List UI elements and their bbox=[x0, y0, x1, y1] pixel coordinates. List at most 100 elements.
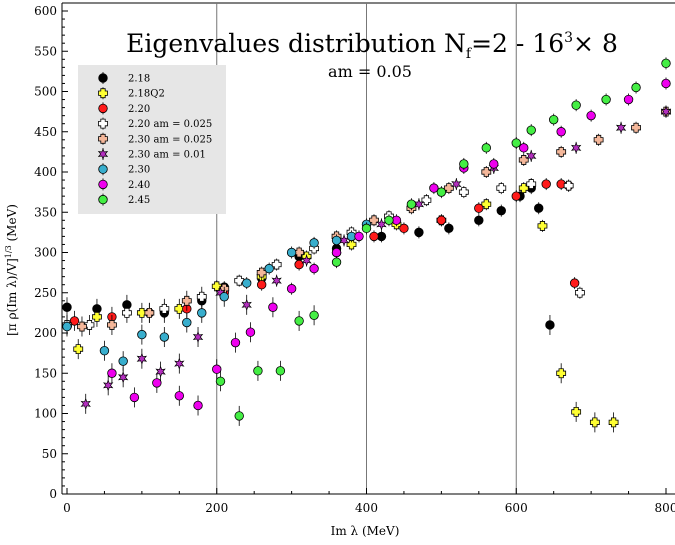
data-point bbox=[136, 307, 147, 318]
data-point bbox=[593, 134, 604, 145]
data-point bbox=[174, 303, 185, 314]
data-point bbox=[631, 82, 641, 93]
chart-title-subscript: f bbox=[466, 46, 473, 62]
data-point bbox=[294, 259, 304, 270]
data-point bbox=[196, 291, 207, 302]
data-point bbox=[481, 167, 492, 177]
data-point bbox=[519, 143, 529, 153]
y-tick-label: 450 bbox=[34, 125, 57, 139]
data-point bbox=[197, 308, 207, 318]
data-point bbox=[414, 227, 424, 238]
data-point bbox=[399, 223, 409, 234]
data-series bbox=[62, 57, 672, 433]
data-point bbox=[193, 400, 203, 411]
data-point bbox=[192, 331, 204, 343]
data-point bbox=[118, 356, 128, 366]
legend-marker bbox=[98, 164, 108, 174]
data-point bbox=[526, 149, 537, 162]
x-tick-label: 400 bbox=[355, 501, 378, 515]
x-tick-label: 800 bbox=[655, 501, 675, 515]
data-point bbox=[241, 278, 252, 288]
legend-label: 2.20 bbox=[128, 104, 150, 115]
legend-marker bbox=[97, 148, 109, 160]
data-point bbox=[489, 159, 499, 169]
y-axis-label: [π ρ(Im λ)/V]1/3 (MeV) bbox=[4, 204, 19, 336]
legend: 2.18 2.18Q2 2.20 2.20 am = 0.025 2.30 am = 0… bbox=[97, 72, 212, 206]
legend-marker bbox=[98, 194, 108, 205]
legend-label: 2.45 bbox=[128, 195, 150, 206]
data-point bbox=[215, 376, 226, 387]
data-point bbox=[474, 203, 484, 213]
data-point bbox=[496, 205, 506, 216]
legend-label: 2.40 bbox=[128, 180, 150, 191]
data-point bbox=[361, 223, 372, 234]
data-point bbox=[268, 302, 278, 312]
data-point bbox=[615, 121, 627, 134]
legend-marker bbox=[98, 103, 108, 114]
data-point bbox=[571, 100, 581, 110]
data-point bbox=[574, 287, 585, 298]
data-point bbox=[159, 303, 170, 314]
data-point bbox=[556, 368, 567, 379]
data-point bbox=[406, 199, 417, 209]
legend-label: 2.30 am = 0.01 bbox=[128, 150, 206, 161]
data-point bbox=[245, 327, 256, 337]
y-axis-label-superscript: 1/3 bbox=[4, 245, 13, 258]
data-point bbox=[601, 94, 611, 105]
data-point bbox=[182, 317, 192, 328]
data-point bbox=[384, 215, 394, 226]
data-point bbox=[144, 307, 155, 318]
data-point bbox=[459, 159, 469, 169]
data-point bbox=[496, 183, 507, 193]
data-point bbox=[548, 114, 559, 125]
data-point bbox=[436, 187, 447, 197]
data-point bbox=[174, 391, 185, 401]
y-tick-label: 250 bbox=[34, 286, 57, 300]
data-point bbox=[534, 203, 544, 213]
data-point bbox=[301, 254, 312, 267]
data-point bbox=[84, 320, 95, 330]
data-point bbox=[155, 365, 166, 378]
data-point bbox=[429, 183, 439, 193]
data-point bbox=[80, 397, 91, 410]
data-point bbox=[556, 146, 567, 157]
data-point bbox=[518, 183, 529, 193]
data-point bbox=[309, 263, 319, 274]
x-tick-label: 0 bbox=[63, 501, 71, 515]
data-point bbox=[264, 263, 274, 274]
data-point bbox=[481, 199, 492, 210]
x-tick-label: 600 bbox=[505, 501, 528, 515]
data-point bbox=[571, 406, 582, 417]
series-group bbox=[215, 57, 671, 426]
y-tick-label: 500 bbox=[34, 85, 57, 99]
data-point bbox=[526, 125, 536, 135]
data-point bbox=[436, 215, 447, 226]
legend-marker bbox=[98, 118, 108, 129]
series-group bbox=[80, 105, 672, 414]
series-group bbox=[73, 182, 619, 433]
data-point bbox=[481, 143, 492, 153]
data-point bbox=[62, 302, 72, 312]
data-point bbox=[444, 223, 454, 234]
data-point bbox=[511, 191, 521, 201]
data-point bbox=[563, 180, 574, 191]
data-point bbox=[294, 316, 304, 326]
y-tick-label: 100 bbox=[34, 407, 57, 421]
y-tick-label: 350 bbox=[34, 205, 57, 219]
data-point bbox=[570, 141, 582, 154]
data-point bbox=[545, 320, 555, 330]
y-tick-label: 550 bbox=[34, 44, 57, 58]
y-axis-label-unit: (MeV) bbox=[5, 204, 19, 245]
data-point bbox=[181, 295, 192, 306]
x-ticks: 0 200 400 600 800 bbox=[63, 488, 675, 515]
x-axis-label: Im λ (MeV) bbox=[331, 524, 400, 538]
data-point bbox=[212, 364, 222, 374]
chart-title-mid: =2 - 16 bbox=[471, 29, 564, 58]
legend-marker bbox=[98, 179, 108, 190]
y-tick-label: 200 bbox=[34, 326, 57, 340]
y-tick-label: 400 bbox=[34, 165, 57, 179]
chart-title: Eigenvalues distribution Nf=2 - 163× 8 bbox=[126, 29, 618, 62]
data-point bbox=[537, 221, 548, 231]
data-point bbox=[661, 78, 671, 89]
